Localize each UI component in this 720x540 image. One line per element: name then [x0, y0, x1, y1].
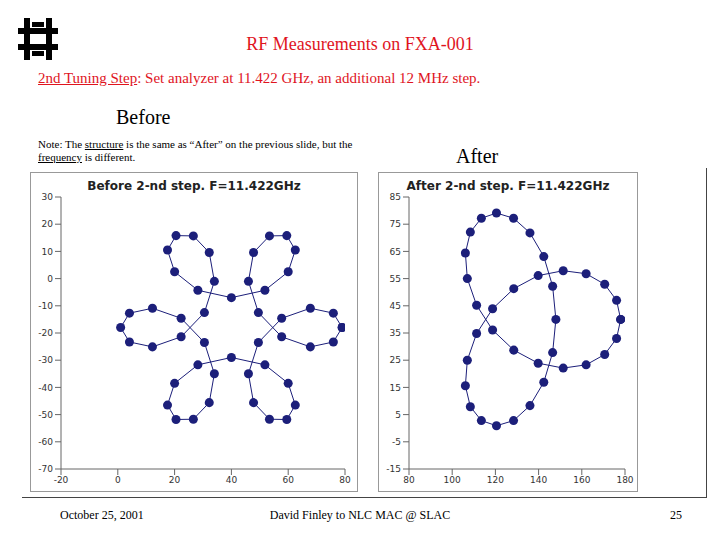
svg-text:-30: -30 — [38, 355, 53, 365]
html-text:Note: The structure is the sam: Note: The structure is the same as “Afte… — [38, 138, 353, 150]
svg-text:-50: -50 — [38, 410, 53, 420]
svg-text:160: 160 — [573, 475, 590, 485]
html-text:After 2-nd step. F=11.422GHz: After 2-nd step. F=11.422GHz — [406, 179, 610, 193]
html-text:After: After — [456, 145, 499, 167]
html-text:2nd Tuning Step: Set analyzer: 2nd Tuning Step: Set analyzer at 11.422 … — [38, 70, 481, 86]
svg-text:85: 85 — [390, 192, 401, 202]
svg-text:-5: -5 — [392, 437, 401, 447]
svg-text:10: 10 — [42, 247, 54, 257]
svg-text:15: 15 — [390, 383, 401, 393]
svg-text:75: 75 — [390, 219, 401, 229]
html-text:25: 25 — [670, 508, 682, 522]
svg-text:-20: -20 — [38, 328, 53, 338]
html-text:October 25, 2001: October 25, 2001 — [60, 508, 144, 522]
svg-text:-15: -15 — [386, 464, 401, 474]
svg-text:120: 120 — [487, 475, 504, 485]
svg-text:35: 35 — [390, 328, 401, 338]
svg-text:140: 140 — [530, 475, 547, 485]
svg-text:20: 20 — [42, 219, 54, 229]
svg-text:180: 180 — [616, 475, 633, 485]
svg-text:0: 0 — [115, 475, 121, 485]
html-text:RF Measurements on FXA-001: RF Measurements on FXA-001 — [246, 34, 474, 54]
svg-text:-10: -10 — [38, 301, 53, 311]
svg-text:55: 55 — [390, 274, 401, 284]
svg-text:40: 40 — [226, 475, 238, 485]
svg-text:45: 45 — [390, 301, 401, 311]
svg-text:-60: -60 — [38, 437, 53, 447]
svg-text:-40: -40 — [38, 383, 53, 393]
html-text:David Finley to NLC MAC @ SLAC: David Finley to NLC MAC @ SLAC — [269, 508, 451, 522]
svg-text:80: 80 — [339, 475, 351, 485]
html-text:frequency is different.: frequency is different. — [38, 151, 136, 163]
svg-text:0: 0 — [47, 274, 53, 284]
svg-text:25: 25 — [390, 355, 401, 365]
html-text:Before 2-nd step. F=11.422GHz: Before 2-nd step. F=11.422GHz — [87, 179, 301, 193]
svg-text:-70: -70 — [38, 464, 53, 474]
svg-text:30: 30 — [42, 192, 54, 202]
html-text:Before: Before — [116, 106, 171, 128]
svg-text:5: 5 — [395, 410, 401, 420]
svg-text:65: 65 — [390, 247, 401, 257]
svg-text:60: 60 — [282, 475, 294, 485]
svg-text:-20: -20 — [54, 475, 69, 485]
svg-text:80: 80 — [403, 475, 415, 485]
svg-text:100: 100 — [444, 475, 461, 485]
svg-text:20: 20 — [169, 475, 181, 485]
